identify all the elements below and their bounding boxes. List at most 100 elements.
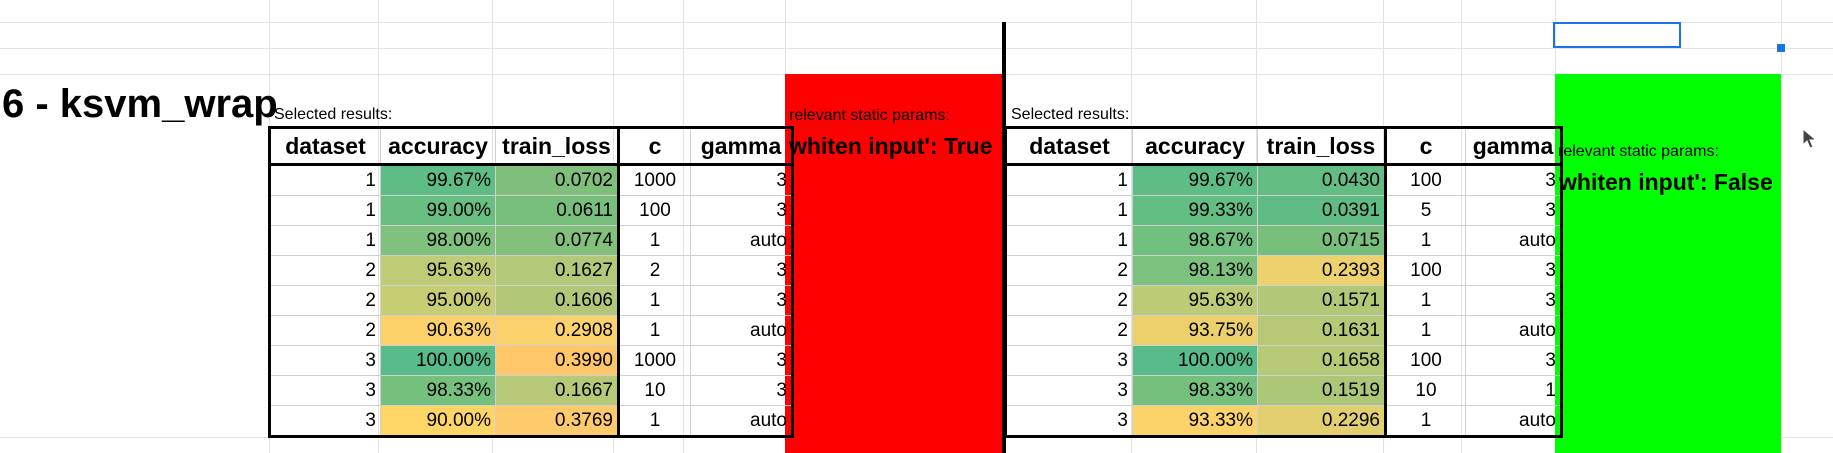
dataset-cell[interactable]: 3 [268,345,381,376]
gamma-cell[interactable]: auto [1465,405,1563,438]
dataset-cell[interactable]: 2 [268,285,381,316]
c-cell[interactable]: 1000 [617,345,691,376]
c-cell[interactable]: 1 [617,315,691,346]
gamma-cell[interactable]: 1 [1465,375,1563,406]
accuracy-cell[interactable]: 93.75% [1132,315,1258,346]
train-loss-cell[interactable]: 0.2908 [495,315,619,346]
train-loss-cell[interactable]: 0.1631 [1257,315,1386,346]
dataset-cell[interactable]: 3 [1004,375,1133,406]
c-cell[interactable]: 1 [617,225,691,256]
train-loss-cell[interactable]: 0.3990 [495,345,619,376]
c-cell[interactable]: 1 [617,405,691,438]
c-cell[interactable]: 10 [617,375,691,406]
c-cell[interactable]: 10 [1384,375,1466,406]
dataset-cell[interactable]: 2 [1004,255,1133,286]
dataset-cell[interactable]: 2 [1004,315,1133,346]
column-header[interactable]: c [1384,126,1466,166]
dataset-cell[interactable]: 3 [1004,405,1133,438]
train-loss-cell[interactable]: 0.0611 [495,195,619,226]
column-header[interactable]: train_loss [1257,126,1386,166]
dataset-cell[interactable]: 1 [1004,195,1133,226]
accuracy-cell[interactable]: 93.33% [1132,405,1258,438]
c-cell[interactable]: 1 [1384,285,1466,316]
accuracy-cell[interactable]: 95.00% [380,285,496,316]
dataset-cell[interactable]: 1 [268,164,381,196]
column-header[interactable]: accuracy [1132,126,1258,166]
accuracy-cell[interactable]: 90.00% [380,405,496,438]
train-loss-cell[interactable]: 0.0430 [1257,164,1386,196]
train-loss-cell[interactable]: 0.0391 [1257,195,1386,226]
accuracy-cell[interactable]: 99.00% [380,195,496,226]
gamma-cell[interactable]: 3 [1465,255,1563,286]
gamma-cell[interactable]: 3 [690,164,794,196]
fill-handle[interactable] [1776,43,1786,53]
accuracy-cell[interactable]: 100.00% [380,345,496,376]
train-loss-cell[interactable]: 0.0702 [495,164,619,196]
train-loss-cell[interactable]: 0.0774 [495,225,619,256]
c-cell[interactable]: 100 [1384,164,1466,196]
gamma-cell[interactable]: 3 [1465,285,1563,316]
accuracy-cell[interactable]: 90.63% [380,315,496,346]
column-header[interactable]: accuracy [380,126,496,166]
train-loss-cell[interactable]: 0.1519 [1257,375,1386,406]
accuracy-cell[interactable]: 98.33% [380,375,496,406]
accuracy-cell[interactable]: 98.33% [1132,375,1258,406]
accuracy-cell[interactable]: 100.00% [1132,345,1258,376]
gamma-cell[interactable]: 3 [690,195,794,226]
gamma-cell[interactable]: auto [690,225,794,256]
train-loss-cell[interactable]: 0.1667 [495,375,619,406]
accuracy-cell[interactable]: 99.33% [1132,195,1258,226]
column-header[interactable]: dataset [268,126,381,166]
c-cell[interactable]: 1000 [617,164,691,196]
c-cell[interactable]: 1 [1384,405,1466,438]
column-header[interactable]: dataset [1004,126,1133,166]
train-loss-cell[interactable]: 0.1571 [1257,285,1386,316]
train-loss-cell[interactable]: 0.1658 [1257,345,1386,376]
train-loss-cell[interactable]: 0.3769 [495,405,619,438]
train-loss-cell[interactable]: 0.2296 [1257,405,1386,438]
gamma-cell[interactable]: auto [1465,315,1563,346]
accuracy-cell[interactable]: 98.13% [1132,255,1258,286]
c-cell[interactable]: 100 [617,195,691,226]
c-cell[interactable]: 100 [1384,255,1466,286]
train-loss-cell[interactable]: 0.1627 [495,255,619,286]
column-header[interactable]: c [617,126,691,166]
accuracy-cell[interactable]: 95.63% [380,255,496,286]
dataset-cell[interactable]: 1 [268,225,381,256]
accuracy-cell[interactable]: 98.67% [1132,225,1258,256]
dataset-cell[interactable]: 3 [1004,345,1133,376]
c-cell[interactable]: 2 [617,255,691,286]
gamma-cell[interactable]: auto [690,315,794,346]
gamma-cell[interactable]: auto [1465,225,1563,256]
accuracy-cell[interactable]: 99.67% [1132,164,1258,196]
dataset-cell[interactable]: 1 [268,195,381,226]
gamma-cell[interactable]: 3 [1465,345,1563,376]
dataset-cell[interactable]: 1 [1004,225,1133,256]
c-cell[interactable]: 100 [1384,345,1466,376]
gamma-cell[interactable]: 3 [690,285,794,316]
dataset-cell[interactable]: 2 [268,315,381,346]
gamma-cell[interactable]: 3 [690,345,794,376]
dataset-cell[interactable]: 2 [268,255,381,286]
gamma-cell[interactable]: 3 [690,255,794,286]
dataset-cell[interactable]: 3 [268,405,381,438]
gamma-cell[interactable]: 3 [690,375,794,406]
gamma-cell[interactable]: auto [690,405,794,438]
accuracy-cell[interactable]: 98.00% [380,225,496,256]
dataset-cell[interactable]: 2 [1004,285,1133,316]
dataset-cell[interactable]: 1 [1004,164,1133,196]
train-loss-cell[interactable]: 0.2393 [1257,255,1386,286]
accuracy-cell[interactable]: 95.63% [1132,285,1258,316]
c-cell[interactable]: 1 [1384,315,1466,346]
column-header[interactable]: train_loss [495,126,619,166]
selected-cell[interactable] [1553,22,1681,48]
gamma-cell[interactable]: 3 [1465,164,1563,196]
train-loss-cell[interactable]: 0.1606 [495,285,619,316]
gamma-cell[interactable]: 3 [1465,195,1563,226]
c-cell[interactable]: 1 [617,285,691,316]
dataset-cell[interactable]: 3 [268,375,381,406]
c-cell[interactable]: 5 [1384,195,1466,226]
column-header[interactable]: gamma [1465,126,1563,166]
accuracy-cell[interactable]: 99.67% [380,164,496,196]
c-cell[interactable]: 1 [1384,225,1466,256]
